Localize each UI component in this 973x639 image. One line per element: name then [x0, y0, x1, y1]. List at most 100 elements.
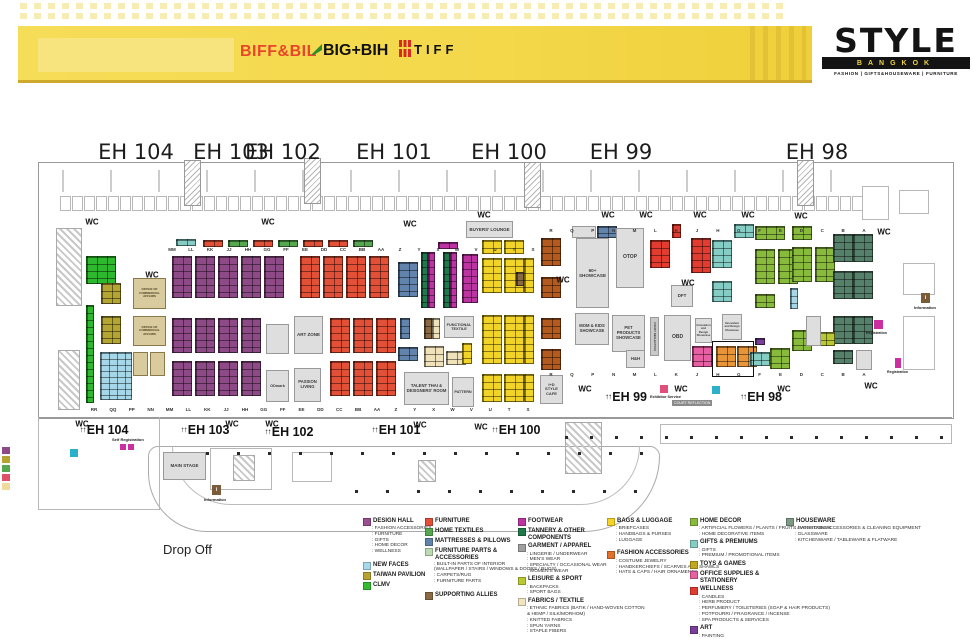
- legend-entry: TAIWAN PAVILION: [363, 572, 463, 581]
- court-reflection-badge: COURT REFLECTION: [672, 400, 713, 406]
- legend-label: DESIGN HALL: [373, 517, 414, 524]
- booth-cluster-gifts: [176, 239, 196, 246]
- legend-label: OFFICE SUPPLIES & STATIONERY: [700, 570, 760, 584]
- row-letter: KK: [203, 407, 211, 412]
- booth-cluster-bags: [524, 374, 534, 402]
- named-area: OFFICE OF COMMERCIAL AFFAIRS: [133, 316, 166, 346]
- booth-cluster-houseware: [833, 350, 853, 364]
- legend-swatch: [690, 518, 698, 526]
- legend-stripe: [2, 474, 10, 481]
- wall-post: [350, 170, 352, 192]
- legend-label: FURNITURE PARTS & ACCESSORIES: [435, 547, 498, 561]
- dock-bay: [756, 196, 767, 211]
- named-area: TALENT THAI & DESIGNERS' ROOM: [404, 372, 449, 405]
- booth-cluster-fabrics: [446, 351, 466, 365]
- booth-cluster-hometex: [278, 240, 298, 247]
- legend-label: SUPPORTING ALLIES: [435, 591, 498, 598]
- legend-subitem: : ARTIFICIAL FLOWERS / PLANTS / FRUITS /…: [699, 526, 832, 531]
- map-label: Exhibitor Service: [650, 395, 682, 399]
- row-letter: D: [799, 372, 804, 377]
- booth-cluster-newfaces: [100, 352, 132, 400]
- row-letter: P: [591, 228, 595, 233]
- pillar-dot: [423, 452, 426, 455]
- row-letter: DD: [320, 247, 328, 252]
- pillar-dot: [615, 436, 618, 439]
- named-area: OFFICE OF COMMERCIAL AFFAIRS: [133, 278, 166, 309]
- named-area: [150, 352, 165, 376]
- pillar-dot: [355, 490, 358, 493]
- legend-swatch: [518, 576, 526, 585]
- row-letter: V: [469, 407, 473, 412]
- row-letter: GG: [260, 407, 268, 412]
- legend-entry: DESIGN HALL: [363, 517, 463, 526]
- dock-bay: [840, 196, 851, 211]
- booth-cluster-bags: [504, 374, 524, 402]
- named-area: PET PRODUCTS SHOWCASE: [612, 315, 645, 352]
- entrance-arrows-icon: ↑↑: [79, 425, 87, 434]
- booth-cluster-houseware: [833, 316, 853, 344]
- row-letter: E: [779, 372, 783, 377]
- legend-column: HOUSEWARE: BATHROOM ACCESSORIES & CLEANI…: [786, 516, 921, 543]
- wc-label: WC: [864, 381, 878, 391]
- booth-cluster-furniture: [353, 361, 373, 396]
- legend-subitem: : BATHROOM ACCESSORIES & CLEANING EQUIPM…: [795, 526, 921, 531]
- booth-cluster-houseware: [833, 271, 853, 299]
- row-letter: K: [674, 228, 678, 233]
- pillar-dot: [361, 452, 364, 455]
- pillar-dot: [392, 452, 395, 455]
- row-letter: T: [512, 247, 516, 252]
- stairs: [58, 350, 80, 410]
- legend-label: ART: [700, 625, 713, 632]
- booth-cluster-bags: [482, 315, 502, 364]
- wall-post: [494, 170, 496, 192]
- legend-label: GIFTS & PREMIUMS: [700, 539, 758, 546]
- style-logo-tagline: FASHION | GIFTS&HOUSEWARE | FURNITURE: [834, 71, 958, 76]
- legend-subitem: : PREMIUM / PROMOTIONAL ITEMS: [699, 553, 780, 559]
- legend-swatch: [425, 518, 433, 526]
- legend-swatch: [363, 582, 371, 591]
- hall-label: EH 101: [356, 140, 432, 164]
- legend-subitem: : HANDKERCHIEFS / SCARVES AND SHAWLS: [616, 564, 720, 570]
- big-bih-leaf-icon: [311, 44, 322, 55]
- dock-bay: [588, 196, 599, 211]
- legend-entry: GIFTS & PREMIUMS: [690, 539, 790, 548]
- booth-cluster-bags: [504, 315, 524, 364]
- booth-cluster-furniture: [303, 240, 323, 247]
- row-letter: CC: [339, 247, 347, 252]
- row-letter: J: [695, 372, 699, 377]
- row-letter: S: [531, 247, 535, 252]
- legend-subitem: : KITCHENWARE / TABLEWARE & FLATWARE: [795, 537, 898, 543]
- booth-cluster-footwear: [438, 242, 458, 249]
- legend-subitem: : GIFTS: [372, 537, 389, 543]
- tiff-logo: TIFF: [414, 42, 458, 57]
- row-letter: X: [436, 247, 440, 252]
- legend-subitem: : PERFUMERY / TOILETERIES (SOAP & HAIR P…: [699, 606, 830, 612]
- row-letter: AA: [377, 247, 385, 252]
- legend-swatch: [690, 561, 698, 570]
- row-letter: L: [653, 372, 657, 377]
- booth-cluster-furniture: [346, 256, 366, 298]
- pillar-dot: [865, 436, 868, 439]
- named-area: OBD: [664, 315, 691, 361]
- legend-subitem: : CARPETS/RUG: [434, 573, 472, 579]
- hall-label: EH 102: [245, 140, 321, 164]
- booth-cluster-mattress: [398, 347, 418, 361]
- booth-cluster-bags: [482, 374, 502, 402]
- dock-bay: [264, 196, 275, 211]
- pillar-dot: [448, 490, 451, 493]
- row-letter: U: [488, 407, 492, 412]
- named-area: [856, 350, 872, 370]
- booth-cluster-houseware: [853, 234, 873, 262]
- concourse-wall: [38, 417, 952, 418]
- booth-cluster-design: [241, 256, 261, 298]
- registration-icon: [895, 358, 901, 368]
- row-letter: H: [716, 372, 720, 377]
- legend-swatch: [518, 528, 526, 536]
- row-letter: CC: [336, 407, 343, 412]
- booth-cluster-furniture: [203, 240, 223, 247]
- dock-bay: [708, 196, 719, 211]
- dock-bay: [252, 196, 263, 211]
- named-area: BUYERS' LOUNGE: [466, 221, 513, 238]
- row-letter: Y: [417, 247, 421, 252]
- row-letter: DD: [317, 407, 324, 412]
